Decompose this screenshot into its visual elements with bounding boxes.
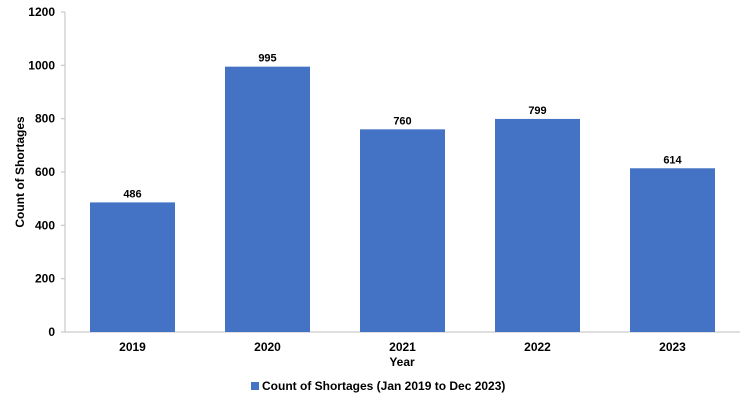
legend: Count of Shortages (Jan 2019 to Dec 2023… [251,379,505,393]
y-tick-label: 0 [48,325,55,339]
bar-2020 [225,66,310,333]
y-tick-label: 400 [35,218,55,232]
bar-2023 [630,168,715,332]
y-tick-label: 1000 [28,58,55,72]
data-labels: 486 995 760 799 614 [123,53,682,201]
x-tick-label-2023: 2023 [659,340,686,354]
x-tick-label-2019: 2019 [119,340,146,354]
data-label-2022: 799 [528,105,546,117]
legend-swatch [251,382,259,390]
y-axis-title: Count of Shortages [13,116,27,228]
x-tick-label-2021: 2021 [389,340,416,354]
data-label-2020: 995 [258,53,276,65]
bars [90,66,715,333]
data-label-2021: 760 [393,115,411,127]
bar-2022 [495,118,580,332]
bar-2019 [90,202,175,332]
y-tick-label: 200 [35,272,55,286]
y-tick-label: 1200 [28,5,55,19]
bar-2021 [360,129,445,332]
x-tick-label-2022: 2022 [524,340,551,354]
data-label-2019: 486 [123,188,141,200]
x-axis-title: Year [389,355,415,369]
data-label-2023: 614 [663,154,682,166]
x-tick-label-2020: 2020 [254,340,281,354]
y-tick-labels: 0 200 400 600 800 1000 1200 [28,5,65,339]
legend-label: Count of Shortages (Jan 2019 to Dec 2023… [262,379,505,393]
y-tick-label: 600 [35,165,55,179]
y-tick-label: 800 [35,112,55,126]
x-tick-labels: 2019 2020 2021 2022 2023 [119,340,686,354]
